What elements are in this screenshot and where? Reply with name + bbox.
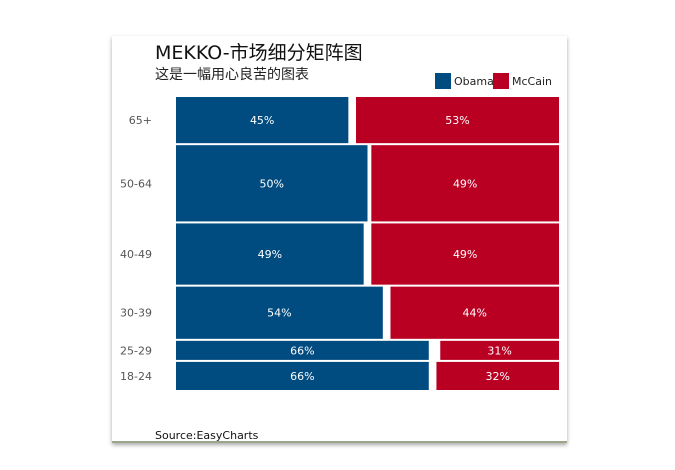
category-label-30-39: 30-39 [120, 307, 152, 320]
legend-label-mccain: McCain [512, 74, 552, 88]
bar-obama-50-64 [176, 145, 368, 222]
label-mccain-50-64: 49% [453, 177, 477, 190]
legend-swatch-mccain [493, 73, 509, 89]
label-obama-50-64: 50% [260, 177, 284, 190]
label-obama-40-49: 49% [258, 248, 282, 261]
label-mccain-18-24: 32% [485, 370, 509, 383]
legend-label-obama: Obama [454, 74, 494, 88]
label-obama-25-29: 66% [290, 344, 314, 357]
legend-swatch-obama [435, 73, 451, 89]
label-mccain-65: 53% [445, 114, 469, 127]
chart-title: MEKKO-市场细分矩阵图 [155, 42, 363, 64]
legend-item-obama: Obama [435, 73, 494, 89]
category-label-40-49: 40-49 [120, 248, 152, 261]
legend-item-mccain: McCain [493, 73, 552, 89]
category-label-18-24: 18-24 [120, 370, 152, 383]
bar-mccain-65 [356, 97, 559, 144]
bar-mccain-18-24 [436, 361, 559, 390]
label-mccain-30-39: 44% [463, 307, 487, 320]
bar-obama-30-39 [176, 286, 383, 339]
category-label-25-29: 25-29 [120, 344, 152, 357]
bar-mccain-40-49 [371, 223, 559, 285]
bar-obama-18-24 [176, 361, 429, 390]
label-mccain-25-29: 31% [487, 344, 511, 357]
bar-obama-25-29 [176, 340, 429, 360]
label-mccain-40-49: 49% [453, 248, 477, 261]
bar-mccain-25-29 [440, 340, 559, 360]
chart-source: Source:EasyCharts [155, 429, 259, 442]
category-label-50-64: 50-64 [120, 177, 152, 190]
bar-mccain-30-39 [390, 286, 559, 339]
bar-mccain-50-64 [371, 145, 559, 222]
label-obama-30-39: 54% [267, 307, 291, 320]
label-obama-65: 45% [250, 114, 274, 127]
category-label-65: 65+ [129, 114, 152, 127]
chart-subtitle: 这是一幅用心良苦的图表 [155, 67, 309, 83]
bar-obama-40-49 [176, 223, 364, 285]
bar-obama-65 [176, 97, 349, 144]
label-obama-18-24: 66% [290, 370, 314, 383]
